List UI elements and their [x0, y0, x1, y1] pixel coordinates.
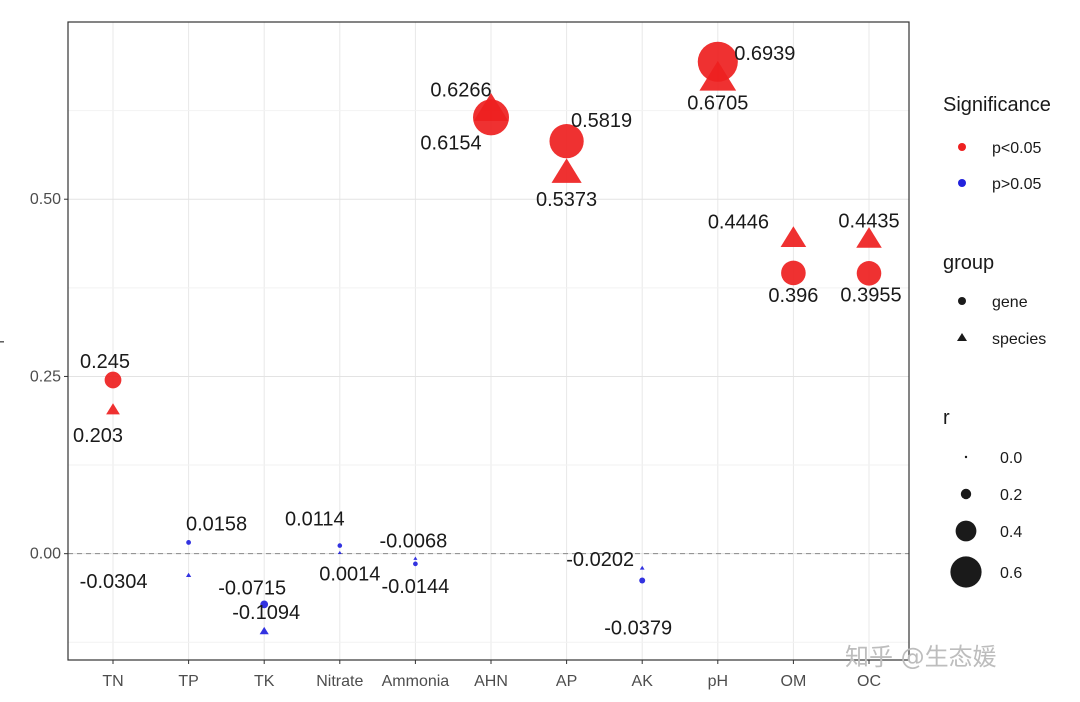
gene-point-ak: [639, 577, 646, 584]
species-point-tk: [259, 626, 269, 635]
x-tick-label-tn: TN: [102, 673, 123, 690]
panel-border: [67, 21, 910, 661]
data-points: [104, 41, 882, 635]
legend-size-key: [955, 520, 977, 542]
gene-label-oc: 0.3955: [840, 284, 901, 306]
x-tick-label-ap: AP: [556, 673, 577, 690]
gene-point-ahn: [472, 99, 510, 136]
legend-significance-swatch: [958, 143, 966, 151]
legend-group-label: species: [992, 331, 1046, 348]
legend-group-triangle-key: [957, 333, 967, 341]
data-labels: 0.245 0.0158 -0.0715 0.0114 -0.0144 0.6154 0.5…: [73, 43, 902, 640]
x-tick-label-tk: TK: [254, 673, 275, 690]
x-tick-label-oc: OC: [857, 673, 881, 690]
legend-size-label: 0.0: [1000, 450, 1022, 467]
species-label-om: 0.4446: [708, 211, 769, 233]
y-tick-label: 0.50: [30, 191, 61, 208]
gene-label-ap: 0.5819: [571, 110, 632, 132]
legend-title-significance: Significance: [943, 94, 1051, 116]
legend-significance-swatch: [958, 179, 966, 187]
legend-size-label: 0.2: [1000, 487, 1022, 504]
legend-size-key: [950, 556, 982, 588]
gene-point-om: [781, 260, 806, 286]
legend-title-group: group: [943, 252, 994, 274]
x-tick-label-ph: pH: [708, 673, 728, 690]
legend-title-r: r: [943, 407, 950, 429]
species-point-om: [780, 226, 807, 248]
species-point-tn: [106, 403, 120, 415]
x-tick-label-ammonia: Ammonia: [382, 673, 450, 690]
legend-group-label: gene: [992, 294, 1028, 311]
species-point-nitrate: [337, 550, 342, 554]
plot-panel: [67, 21, 910, 661]
gene-point-oc: [856, 261, 882, 286]
x-tick-label-ak: AK: [632, 673, 654, 690]
gene-label-ammonia: -0.0144: [381, 576, 449, 598]
gene-point-tk: [260, 600, 269, 609]
watermark: 知乎 @生态媛: [845, 643, 997, 671]
gene-point-tp: [186, 540, 192, 545]
species-point-oc: [856, 227, 882, 248]
gene-label-tn: 0.245: [80, 351, 130, 373]
species-label-tn: 0.203: [73, 425, 123, 447]
legend-significance-label: p>0.05: [992, 176, 1041, 193]
species-label-ak: -0.0202: [566, 549, 634, 571]
y-tick-label: 0.00: [30, 546, 61, 563]
species-label-tk: -0.1094: [232, 602, 300, 624]
legend-size-label: 0.6: [1000, 565, 1022, 582]
species-label-oc: 0.4435: [838, 210, 899, 232]
legend-significance-label: p<0.05: [992, 140, 1041, 157]
y-tick-label: 0.25: [30, 368, 61, 385]
gene-point-ammonia: [413, 561, 418, 567]
species-point-tp: [185, 572, 192, 577]
gene-point-ap: [549, 124, 584, 159]
legend-size-label: 0.4: [1000, 524, 1022, 541]
gene-label-om: 0.396: [768, 285, 818, 307]
x-tick-label-tp: TP: [178, 673, 198, 690]
y-axis-label: r: [0, 338, 8, 344]
gene-label-nitrate: 0.0114: [285, 509, 345, 531]
species-label-ahn: 0.6266: [430, 79, 491, 101]
species-label-ap: 0.5373: [536, 189, 597, 211]
gene-point-ph: [697, 41, 738, 82]
gene-label-ak: -0.0379: [604, 618, 672, 640]
legend-size-key: [960, 488, 972, 500]
species-point-ap: [551, 158, 582, 183]
species-label-nitrate: 0.0014: [319, 564, 380, 586]
gene-label-tp: 0.0158: [186, 513, 247, 535]
x-tick-label-nitrate: Nitrate: [316, 673, 363, 690]
x-tick-label-om: OM: [781, 673, 807, 690]
legend-size-key: [964, 455, 968, 459]
gene-label-ahn: 0.6154: [420, 132, 481, 154]
species-label-tp: -0.0304: [80, 571, 148, 593]
legend-group-circle-key: [958, 297, 966, 305]
gene-point-tn: [104, 371, 122, 389]
species-point-ak: [639, 565, 645, 570]
x-tick-label-ahn: AHN: [474, 673, 508, 690]
gene-point-nitrate: [337, 543, 343, 548]
axes: 0.00 0.25 0.50 TN TP TK Nitrate Ammonia AHN AP AK p…: [30, 191, 881, 690]
legend: Significance p<0.05 p>0.05 group gene species…: [943, 94, 1051, 588]
gene-label-ph: 0.6939: [734, 43, 795, 65]
species-label-ph: 0.6705: [687, 92, 748, 114]
species-label-ammonia: -0.0068: [379, 530, 447, 552]
gene-label-tk: -0.0715: [218, 577, 286, 599]
species-point-ammonia: [413, 556, 418, 560]
